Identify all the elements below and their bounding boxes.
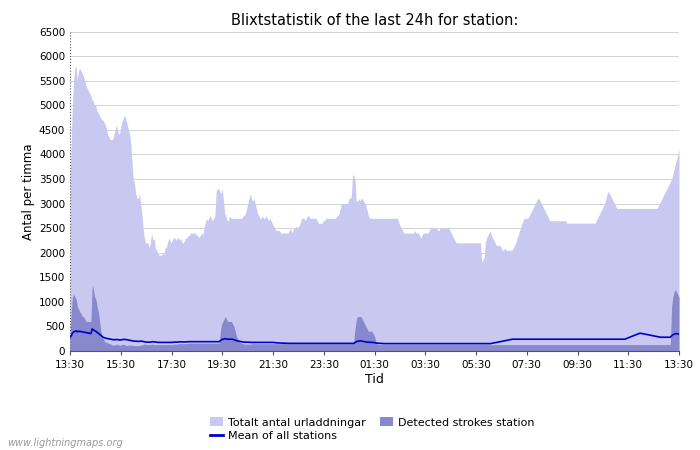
Y-axis label: Antal per timma: Antal per timma [22, 143, 35, 239]
Legend: Totalt antal urladdningar, Mean of all stations, Detected strokes station: Totalt antal urladdningar, Mean of all s… [209, 417, 535, 441]
Title: Blixtstatistik of the last 24h for station:: Blixtstatistik of the last 24h for stati… [231, 13, 518, 27]
Text: www.lightningmaps.org: www.lightningmaps.org [7, 438, 122, 448]
X-axis label: Tid: Tid [365, 373, 384, 386]
